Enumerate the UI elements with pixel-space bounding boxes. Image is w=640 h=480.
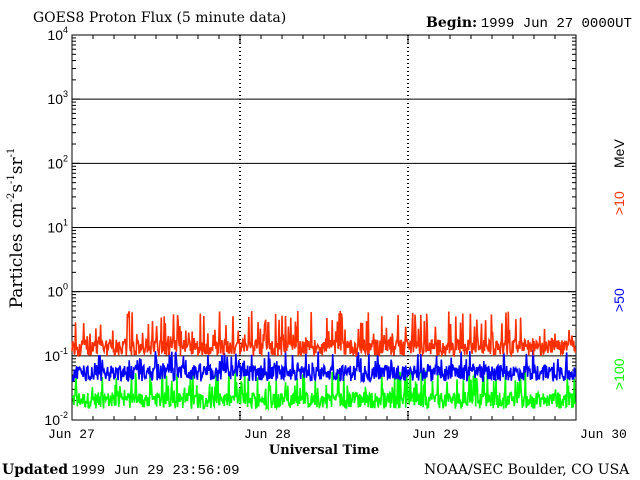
series-line-100 — [71, 370, 577, 412]
y-tick-label: 10-2 — [44, 410, 68, 428]
y-tick-label: 103 — [47, 89, 68, 107]
footer-updated: Updated 1999 Jun 29 23:56:09 — [2, 462, 240, 479]
series-line-50 — [71, 349, 577, 384]
y-tick-label: 100 — [47, 282, 68, 300]
legend-label: >10 — [611, 191, 627, 215]
y-axis-title: Particles cm-2s-1sr-1 — [6, 148, 27, 309]
legend-label: MeV — [611, 139, 627, 168]
y-tick-label: 101 — [47, 218, 68, 236]
x-tick-label: Jun 28 — [244, 427, 291, 442]
begin-label: Begin: — [426, 15, 478, 31]
x-tick-label: Jun 29 — [412, 427, 459, 442]
legend-label: >50 — [611, 288, 627, 312]
footer-credit: NOAA/SEC Boulder, CO USA — [424, 462, 630, 478]
x-axis-title: Universal Time — [269, 443, 379, 458]
chart-title: GOES8 Proton Flux (5 minute data) — [33, 10, 287, 26]
updated-label: Updated — [2, 462, 69, 478]
y-tick-label: 10-1 — [44, 346, 68, 364]
begin-value: 1999 Jun 27 0000UT — [480, 16, 632, 32]
y-tick-label: 104 — [47, 25, 68, 43]
x-tick-label: Jun 30 — [580, 427, 627, 442]
legend-label: >100 — [611, 358, 627, 390]
y-tick-label: 102 — [47, 153, 68, 171]
series-line-10mev — [71, 310, 577, 358]
updated-value: 1999 Jun 29 23:56:09 — [71, 463, 240, 479]
x-tick-label: Jun 27 — [48, 427, 95, 442]
begin-info: Begin: 1999 Jun 27 0000UT — [426, 15, 632, 32]
